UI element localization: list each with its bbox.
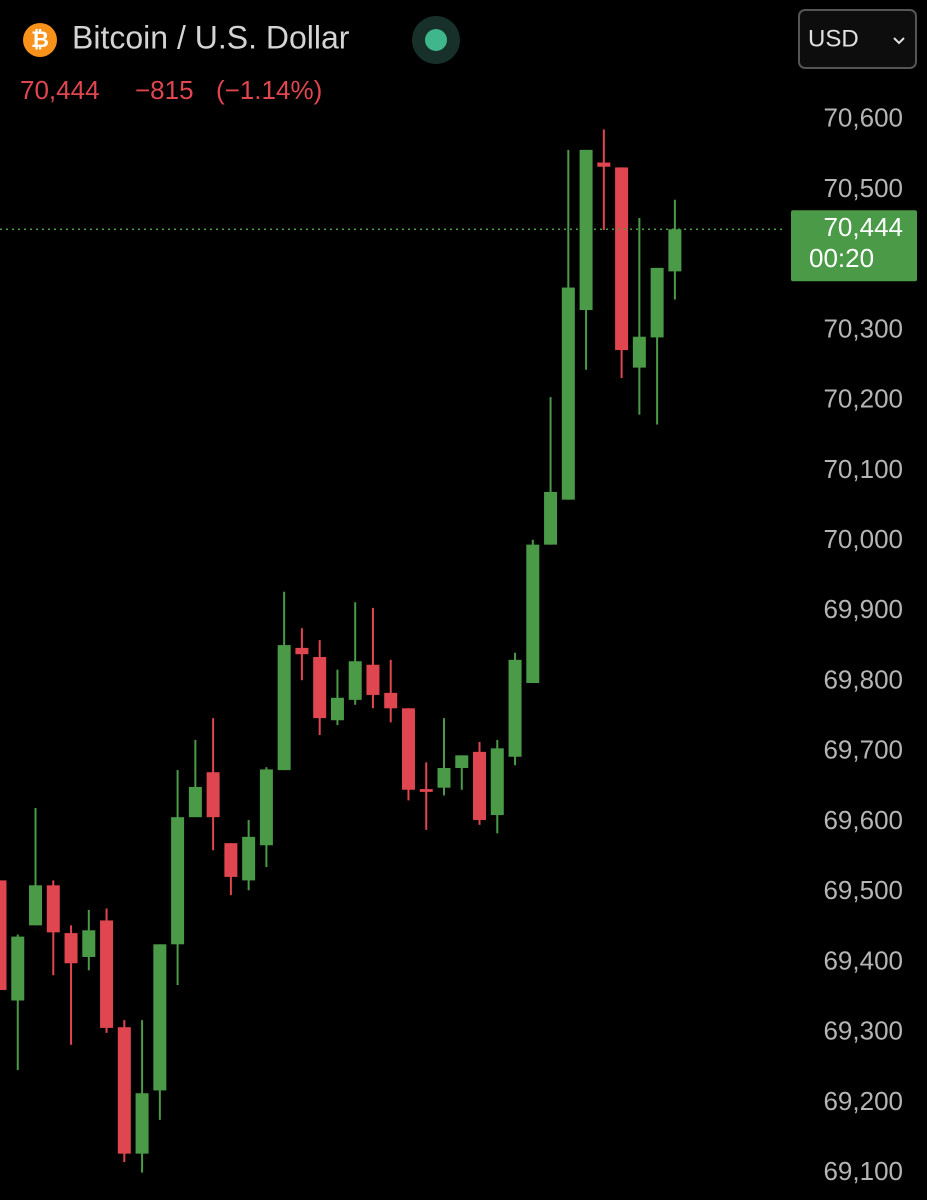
- candle-body: [259, 769, 273, 846]
- candle-body: [401, 708, 415, 790]
- candle-body: [561, 287, 575, 500]
- currency-select[interactable]: [798, 9, 917, 69]
- candle-body: [419, 789, 433, 792]
- candle-body: [224, 843, 238, 877]
- y-tick-label: 70,000: [823, 524, 903, 554]
- candle-body: [277, 645, 291, 771]
- y-tick-label: 70,500: [823, 173, 903, 203]
- candle-body: [153, 944, 167, 1091]
- candle-body: [437, 768, 451, 788]
- candle-body: [455, 755, 469, 769]
- candle-body: [206, 772, 220, 818]
- coin-glyph: ₿: [31, 27, 49, 52]
- symbol-title: Bitcoin / U.S. Dollar: [72, 19, 350, 55]
- candle-body: [46, 885, 60, 933]
- candle-body: [11, 936, 25, 1001]
- candle-body: [330, 697, 344, 721]
- candle-body: [135, 1093, 149, 1154]
- candle-body: [615, 167, 629, 351]
- countdown: 00:20: [809, 243, 874, 273]
- price: 70,444: [20, 75, 100, 105]
- candle-body: [668, 229, 682, 272]
- candle-body: [117, 1027, 131, 1154]
- candle-body: [100, 920, 114, 1028]
- candle-body: [473, 751, 487, 820]
- candle-body: [508, 659, 522, 757]
- y-tick-label: 70,100: [823, 454, 903, 484]
- candle-body: [82, 930, 96, 957]
- candle-body: [29, 885, 43, 926]
- candle-body: [313, 657, 327, 719]
- change-pct: (−1.14%): [216, 75, 322, 105]
- currency-label: USD: [808, 25, 859, 52]
- candle-body: [490, 748, 504, 816]
- status-dot: [425, 29, 447, 51]
- y-tick-label: 69,800: [823, 664, 903, 694]
- y-tick-label: 69,600: [823, 805, 903, 835]
- y-tick-label: 70,300: [823, 313, 903, 343]
- y-tick-label: 69,100: [823, 1156, 903, 1186]
- y-tick-label: 69,400: [823, 945, 903, 975]
- candle-body: [384, 692, 398, 709]
- candle-body: [171, 817, 185, 945]
- y-tick-label: 70,200: [823, 384, 903, 414]
- candle-body: [64, 933, 78, 964]
- candle-body: [366, 664, 380, 695]
- candle-body: [0, 880, 7, 990]
- coin-icon: [23, 23, 57, 57]
- last-price-box: [791, 210, 917, 282]
- y-tick-label: 69,200: [823, 1086, 903, 1116]
- candle-body: [295, 647, 309, 655]
- candle-body: [597, 162, 611, 167]
- candle-body: [650, 267, 664, 338]
- candle-body: [544, 491, 558, 545]
- candle-body: [579, 149, 593, 311]
- y-tick-label: 69,500: [823, 875, 903, 905]
- y-tick-label: 69,300: [823, 1016, 903, 1046]
- candle-body: [348, 661, 362, 700]
- candle-body: [188, 786, 202, 818]
- y-tick-label: 70,600: [823, 103, 903, 133]
- candle-body: [632, 336, 646, 368]
- candle-body: [526, 544, 540, 684]
- last-price-label: 70,444: [823, 212, 903, 242]
- y-tick-label: 69,900: [823, 594, 903, 624]
- y-tick-label: 69,700: [823, 735, 903, 765]
- candle-body: [242, 836, 256, 881]
- chevron: [893, 37, 905, 45]
- change: −815: [135, 75, 194, 105]
